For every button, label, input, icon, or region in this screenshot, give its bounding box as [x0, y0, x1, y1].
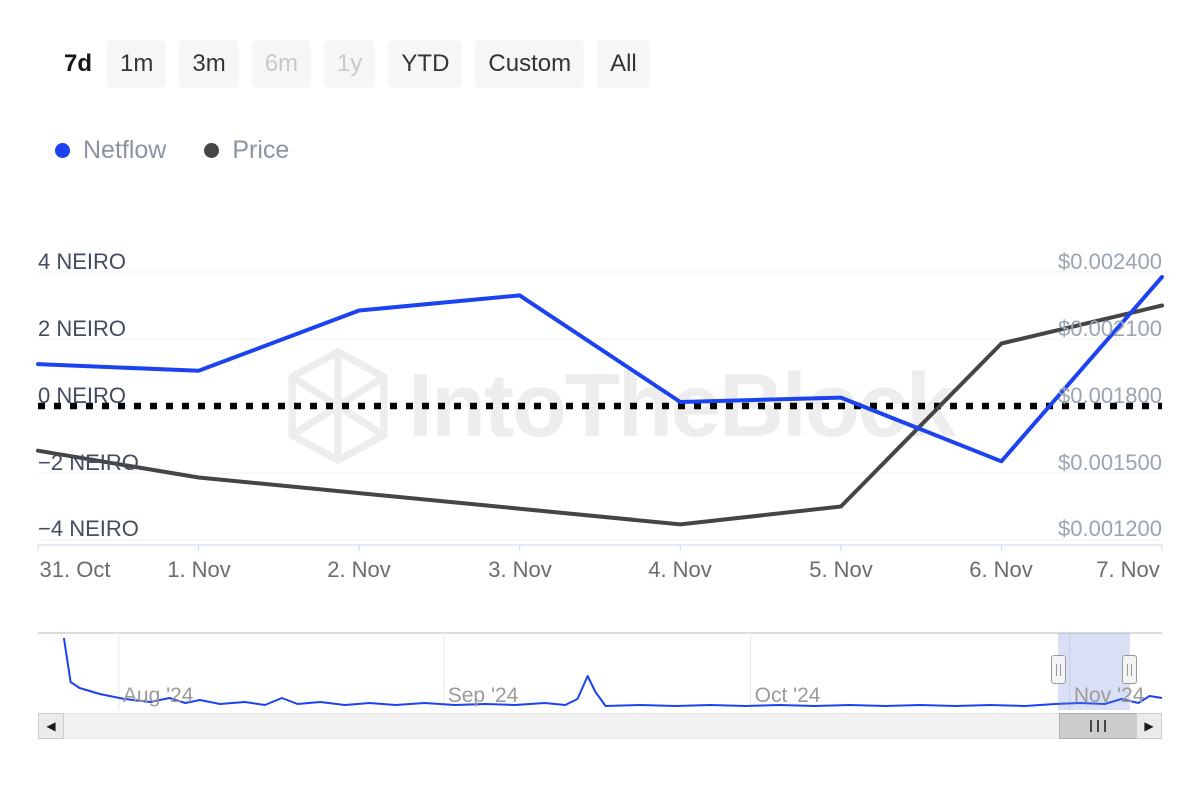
range-button-1m[interactable]: 1m [107, 40, 167, 88]
legend-label-price: Price [232, 136, 290, 164]
navigator-month-label: Aug '24 [122, 684, 194, 707]
navigator-right-handle[interactable] [1122, 655, 1138, 684]
right-axis-label: $0.001500 [1058, 450, 1162, 475]
right-axis-label: $0.001200 [1058, 516, 1162, 541]
scrollbar-right-button[interactable]: ▶ [1136, 713, 1162, 739]
x-axis-label: 31. Oct [39, 557, 111, 582]
range-selector: 7d 1m 3m 6m 1y YTD Custom All [62, 40, 650, 88]
left-axis-label: 2 NEIRO [38, 316, 127, 341]
x-axis-label: 2. Nov [327, 557, 391, 582]
arrow-right-icon: ▶ [1144, 719, 1154, 733]
legend-item-netflow[interactable]: Netflow [55, 136, 166, 165]
navigator[interactable] [38, 633, 1162, 711]
x-axis-label: 3. Nov [488, 557, 552, 582]
range-button-ytd[interactable]: YTD [388, 40, 463, 88]
price-marker-icon [204, 143, 220, 158]
range-button-1y[interactable]: 1y [324, 40, 376, 88]
range-button-all[interactable]: All [597, 40, 650, 88]
range-button-6m[interactable]: 6m [251, 40, 312, 88]
navigator-month-label: Oct '24 [754, 684, 821, 707]
x-axis-label: 1. Nov [167, 557, 231, 582]
left-axis-label: 4 NEIRO [38, 249, 127, 274]
scrollbar-track[interactable]: ◀ ▶ [38, 713, 1162, 739]
arrow-left-icon: ◀ [46, 719, 56, 733]
netflow-marker-icon [55, 143, 70, 158]
range-button-7d[interactable]: 7d [62, 40, 94, 88]
right-axis-label: $0.002400 [1058, 249, 1162, 274]
navigator-month-label: Nov '24 [1073, 684, 1145, 707]
x-axis-label: 7. Nov [1096, 557, 1160, 582]
range-button-3m[interactable]: 3m [179, 40, 239, 88]
legend-label-netflow: Netflow [83, 136, 167, 164]
legend-item-price[interactable]: Price [204, 136, 289, 165]
navigator-month-label: Sep '24 [447, 684, 519, 707]
left-axis-label: 0 NEIRO [38, 383, 127, 408]
x-axis-label: 6. Nov [969, 557, 1033, 582]
x-axis-label: 4. Nov [648, 557, 712, 582]
grip-icon [1090, 720, 1092, 732]
left-axis-label: −4 NEIRO [38, 516, 139, 541]
left-axis-label: −2 NEIRO [38, 450, 139, 475]
navigator-left-handle[interactable] [1050, 655, 1066, 684]
range-button-custom[interactable]: Custom [475, 40, 585, 88]
right-axis-label: $0.002100 [1058, 316, 1162, 341]
scrollbar-left-button[interactable]: ◀ [38, 713, 64, 739]
chart-legend: Netflow Price [55, 136, 289, 165]
scrollbar-thumb[interactable] [1059, 713, 1137, 739]
right-axis-label: $0.001800 [1058, 383, 1162, 408]
x-axis-label: 5. Nov [809, 557, 873, 582]
